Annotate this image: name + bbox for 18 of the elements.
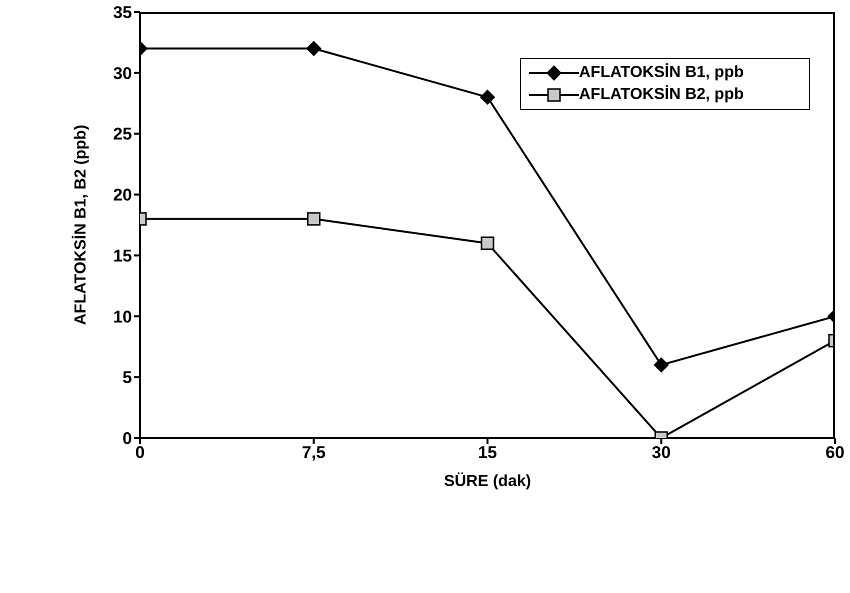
point — [480, 90, 495, 105]
y-tick-label: 5 — [122, 368, 132, 388]
x-tick-label: 30 — [652, 443, 671, 462]
x-tick-label: 7,5 — [302, 443, 326, 462]
y-tick-label: 15 — [113, 246, 132, 266]
y-tick-label: 30 — [113, 64, 132, 83]
y-tick-label: 35 — [113, 3, 132, 22]
y-tick-label: 20 — [113, 186, 132, 205]
x-tick-label: 15 — [478, 443, 497, 462]
legend-label: AFLATOKSİN B2, ppb — [579, 86, 744, 104]
y-tick-label: 10 — [113, 307, 132, 326]
y-tick-label: 25 — [113, 124, 132, 144]
x-tick-label: 60 — [826, 443, 844, 462]
x-tick-label: 0 — [135, 443, 145, 462]
legend-label: AFLATOKSİN B1, ppb — [579, 64, 744, 82]
y-tick-label: 0 — [122, 429, 132, 448]
x-axis-title: SÜRE (dak) — [444, 472, 532, 490]
y-axis-title: AFLATOKSİN B1, B2 (ppb) — [72, 124, 90, 325]
